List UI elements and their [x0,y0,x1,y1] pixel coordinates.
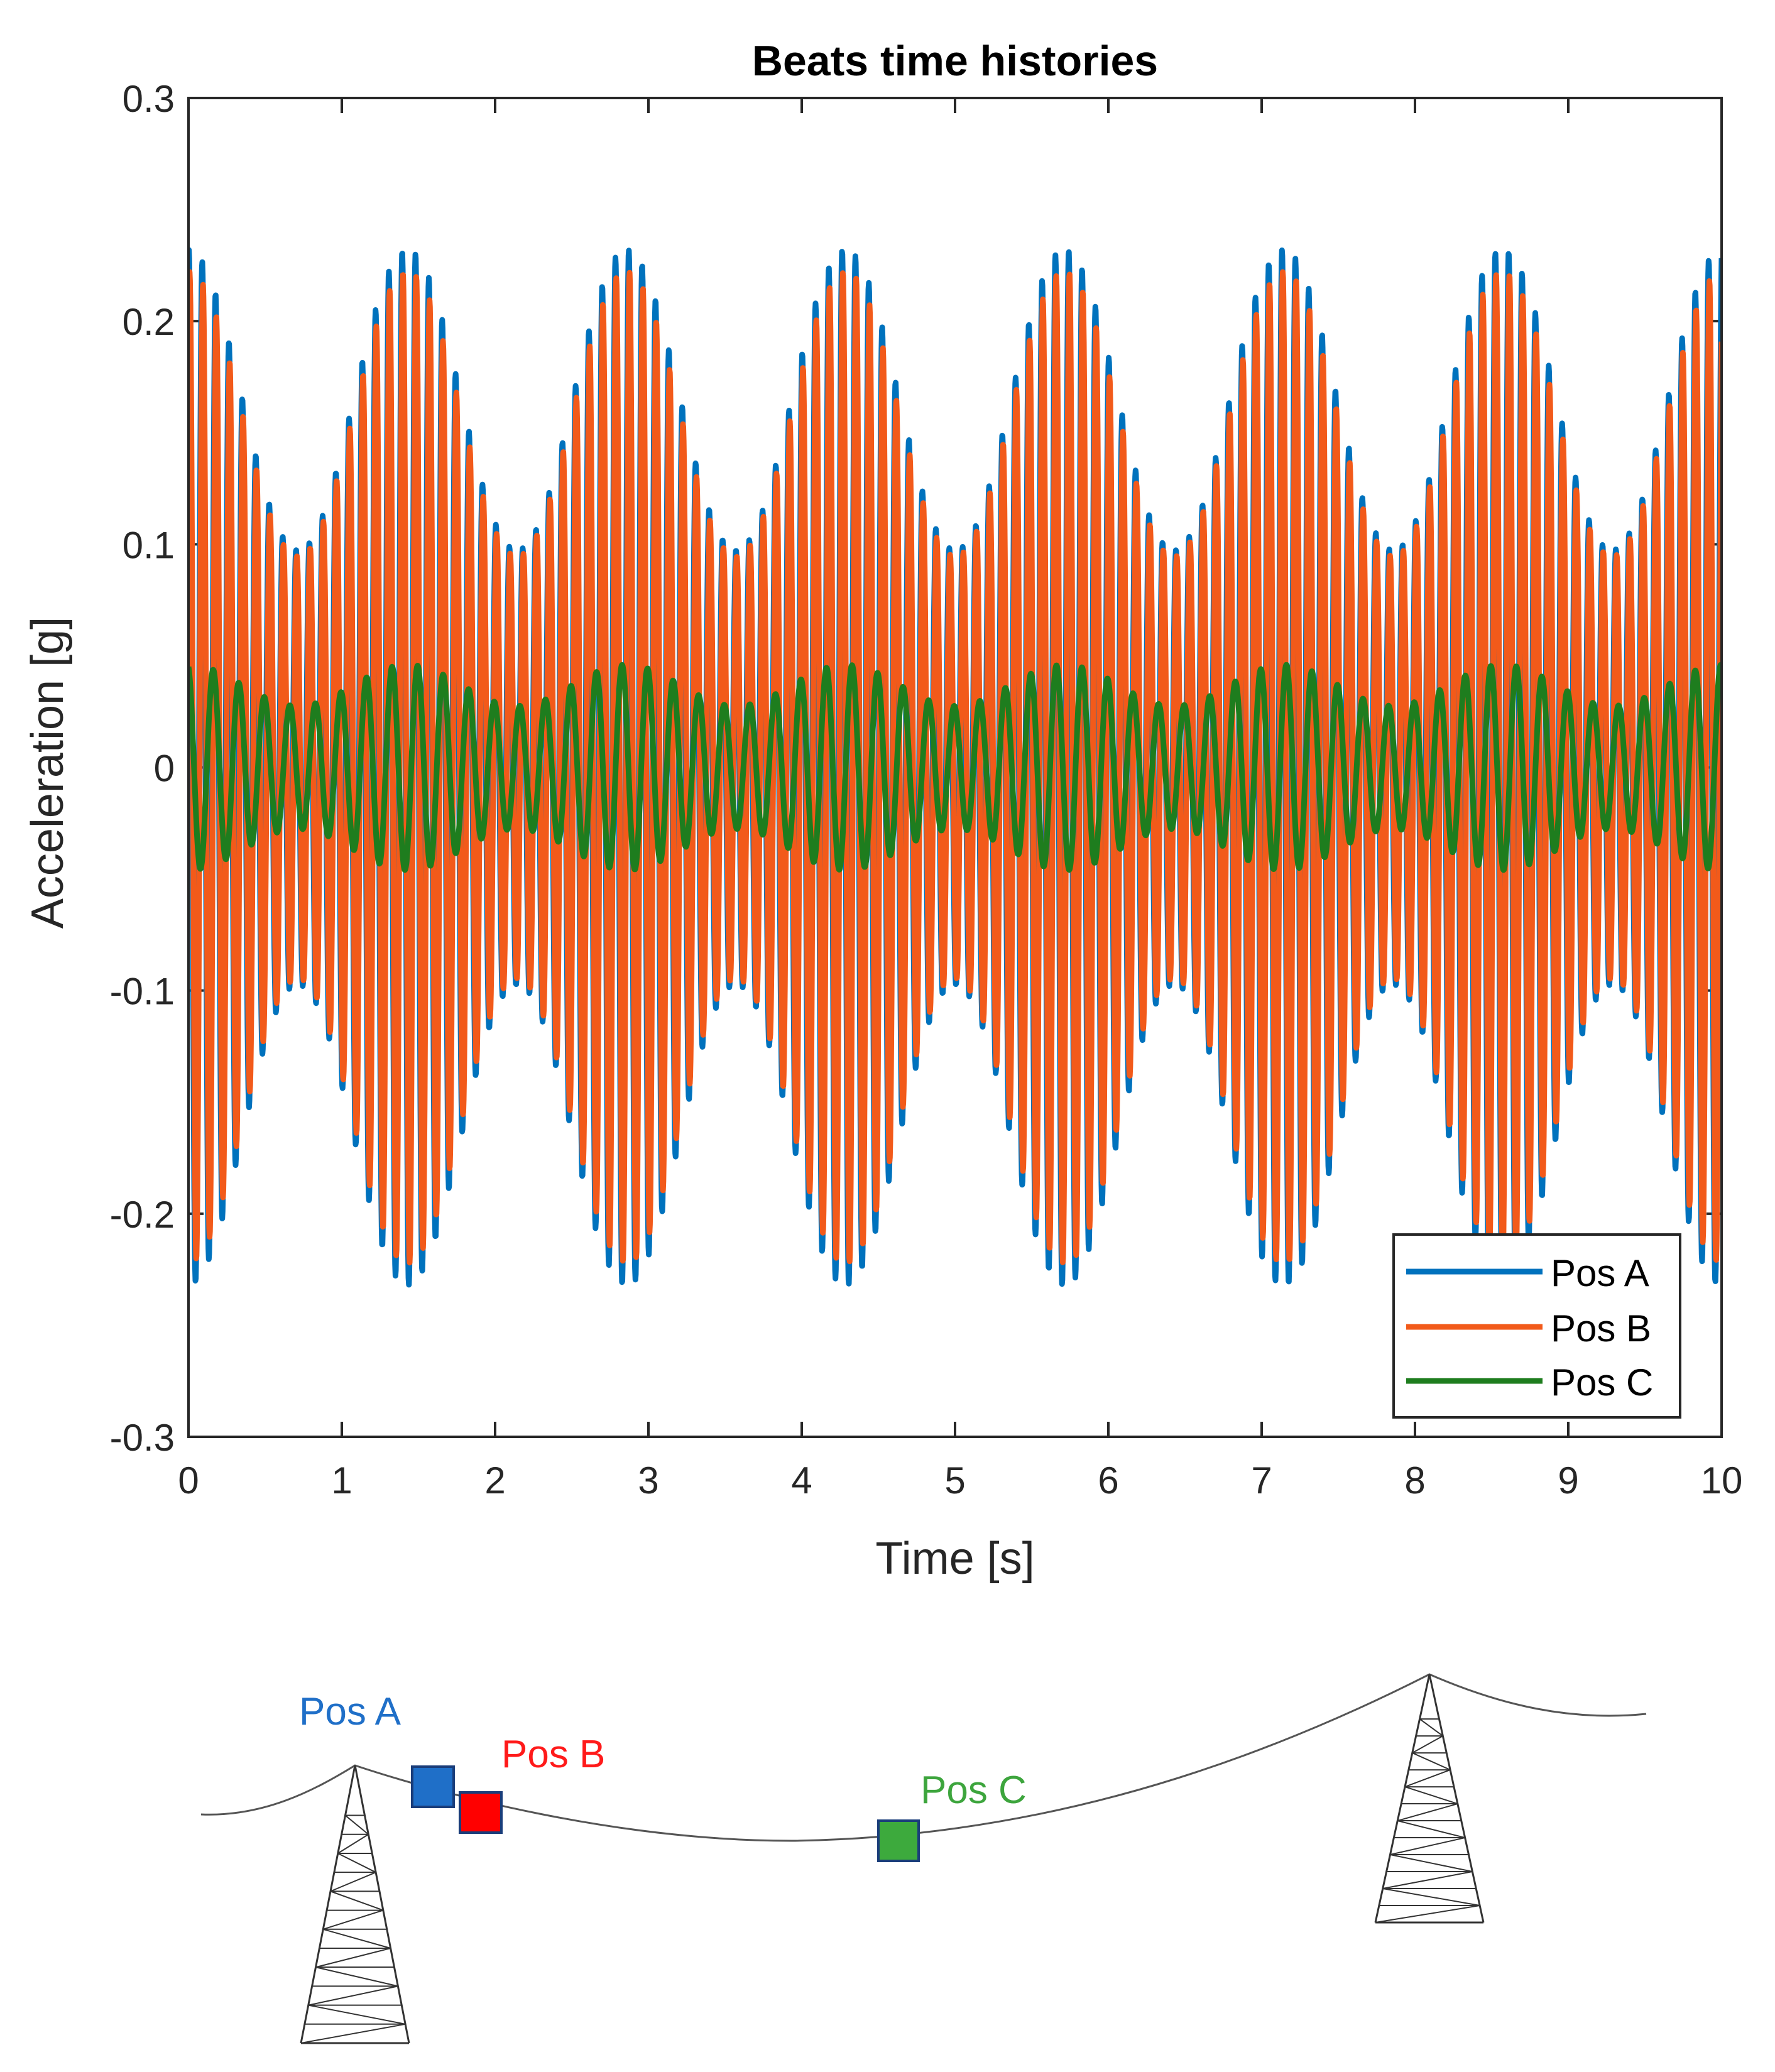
plot-frame [187,97,1723,1438]
y-axis: -0.3 -0.2 -0.1 0 0.1 0.2 0.3 [110,78,1722,1459]
y-tick-label: 0.1 [123,524,175,566]
label-pos-c: Pos C [920,1769,1027,1812]
legend-label-pos-b: Pos B [1551,1307,1651,1350]
x-axis: 0 1 2 3 4 5 6 7 8 9 10 [178,98,1742,1502]
chart-title: Beats time histories [752,37,1158,85]
y-tick-label: 0 [154,748,175,790]
tower-left [300,1765,410,2044]
y-tick-label: 0.3 [123,78,175,120]
x-tick-label: 7 [1251,1459,1272,1502]
series-line-pos-c [189,662,1721,873]
transmission-line-diagram: Pos A Pos B Pos C [200,1673,1647,2044]
x-tick-label: 4 [791,1459,812,1502]
x-tick-label: 10 [1701,1459,1743,1502]
x-tick-label: 3 [638,1459,658,1502]
x-tick-label: 2 [484,1459,505,1502]
x-tick-label: 1 [331,1459,352,1502]
label-pos-b: Pos B [501,1733,605,1776]
x-tick-label: 0 [178,1459,199,1502]
label-pos-a: Pos A [299,1690,401,1733]
y-tick-label: -0.1 [110,971,175,1013]
legend-label-pos-a: Pos A [1551,1252,1649,1294]
cable [200,1673,1647,1842]
x-tick-label: 8 [1404,1459,1425,1502]
legend: Pos A Pos B Pos C [1392,1233,1681,1419]
x-tick-label: 9 [1558,1459,1578,1502]
legend-label-pos-c: Pos C [1551,1361,1653,1404]
x-tick-label: 6 [1098,1459,1118,1502]
tower-right [1374,1674,1485,1924]
x-tick-label: 5 [944,1459,965,1502]
y-tick-label: -0.3 [110,1417,175,1459]
y-tick-label: -0.2 [110,1194,175,1236]
sensor-pos-a [411,1765,455,1808]
y-tick-label: 0.2 [123,301,175,343]
sensor-pos-b [459,1791,503,1834]
chart: Beats time histories -0.3 -0.2 -0.1 0 0.1 0.2… [23,37,1742,1584]
sensor-pos-c [877,1819,920,1862]
series-line-pos-b [189,269,1721,1266]
y-axis-label: Acceleration [g] [23,617,73,929]
x-axis-label: Time [s] [875,1534,1034,1584]
